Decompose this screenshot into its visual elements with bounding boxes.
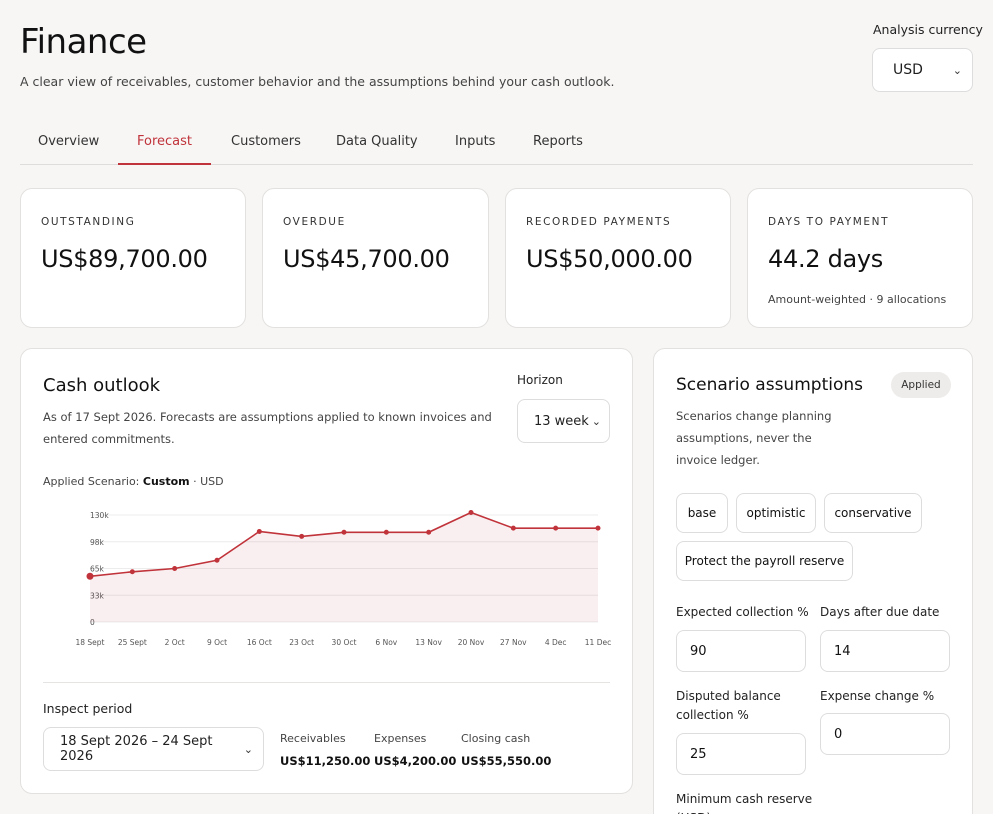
data-point	[468, 510, 474, 516]
kpi-note: Amount-weighted · 9 allocations	[768, 293, 947, 306]
kpi-value: 44.2 days	[768, 245, 884, 273]
kpi-value: US$89,700.00	[41, 245, 208, 273]
kpi-value: US$45,700.00	[283, 245, 450, 273]
expected-collection-label: Expected collection %	[676, 605, 809, 619]
days-after-due-label: Days after due date	[820, 605, 940, 619]
divider	[43, 682, 610, 683]
stat-value-expenses: US$4,200.00	[374, 754, 457, 768]
x-tick-label: 9 Oct	[207, 638, 227, 647]
x-tick-label: 20 Nov	[458, 638, 485, 647]
expense-change-input[interactable]: 0	[820, 713, 950, 755]
preset-conservative-button[interactable]: conservative	[824, 493, 922, 533]
stat-label-expenses: Expenses	[374, 732, 427, 745]
scenario-description: Scenarios change planning assumptions, n…	[676, 409, 832, 467]
disputed-collection-input[interactable]: 25	[676, 733, 806, 775]
y-tick-label: 98k	[90, 538, 105, 547]
scenario-assumptions-card: Scenario assumptions Applied Scenarios c…	[653, 348, 973, 814]
kpi-card-recorded-payments: RECORDED PAYMENTS US$50,000.00	[505, 188, 731, 328]
min-cash-reserve-label: Minimum cash reserve (USD)	[676, 792, 813, 814]
horizon-select-value: 13 week	[534, 413, 589, 429]
expected-collection-input[interactable]: 90	[676, 630, 806, 672]
kpi-value: US$50,000.00	[526, 245, 693, 273]
analysis-currency-select[interactable]: USD ⌄	[872, 48, 973, 92]
y-tick-label: 65k	[90, 565, 105, 574]
cash-outlook-description: As of 17 Sept 2026. Forecasts are assump…	[43, 410, 492, 446]
y-tick-label: 0	[90, 618, 95, 627]
stat-label-closing-cash: Closing cash	[461, 732, 531, 745]
page-subtitle: A clear view of receivables, customer be…	[20, 74, 615, 89]
x-tick-label: 11 Dec	[585, 638, 611, 647]
x-tick-label: 30 Oct	[332, 638, 357, 647]
data-point	[341, 529, 347, 535]
kpi-card-days-to-payment: DAYS TO PAYMENT 44.2 days Amount-weighte…	[747, 188, 973, 328]
data-point	[172, 566, 178, 571]
preset-optimistic-button[interactable]: optimistic	[736, 493, 816, 533]
preset-payroll-reserve-button[interactable]: Protect the payroll reserve	[676, 541, 853, 581]
data-point	[86, 572, 94, 580]
scenario-title: Scenario assumptions	[676, 375, 863, 395]
x-tick-label: 2 Oct	[165, 638, 185, 647]
tab-inputs[interactable]: Inputs	[455, 134, 496, 149]
stat-value-closing-cash: US$55,550.00	[461, 754, 552, 768]
kpi-label: RECORDED PAYMENTS	[526, 216, 672, 228]
x-tick-label: 27 Nov	[500, 638, 527, 647]
x-tick-label: 6 Nov	[375, 638, 397, 647]
y-tick-label: 33k	[90, 591, 105, 600]
tab-data-quality[interactable]: Data Quality	[336, 134, 418, 149]
inspect-period-label: Inspect period	[43, 701, 133, 716]
horizon-label: Horizon	[517, 373, 563, 387]
data-point	[214, 557, 220, 563]
tab-bar: Overview Forecast Customers Data Quality…	[20, 120, 973, 165]
page-title: Finance	[20, 22, 147, 62]
tab-forecast[interactable]: Forecast	[118, 134, 212, 165]
applied-badge: Applied	[891, 372, 951, 398]
cash-outlook-chart: 0 33k 65k 98k 130k 18 Sept 25 Sept 2 Oct 9 Oct 16…	[75, 510, 611, 647]
data-point	[383, 529, 389, 535]
data-point	[426, 529, 432, 535]
currency-select-value: USD	[893, 62, 923, 78]
applied-scenario-suffix: · USD	[193, 475, 224, 488]
x-tick-label: 25 Sept	[118, 638, 147, 647]
kpi-label: DAYS TO PAYMENT	[768, 216, 890, 228]
data-point	[595, 525, 601, 531]
stat-label-receivables: Receivables	[280, 732, 346, 745]
tab-overview[interactable]: Overview	[38, 134, 100, 149]
y-tick-label: 130k	[90, 511, 109, 520]
data-point	[129, 569, 135, 575]
disputed-collection-label: Disputed balance collection %	[676, 689, 781, 722]
series-area	[90, 512, 598, 622]
days-after-due-input[interactable]: 14	[820, 630, 950, 672]
data-point	[299, 533, 305, 539]
chevron-down-icon: ⌄	[243, 742, 253, 756]
kpi-label: OVERDUE	[283, 216, 346, 228]
applied-scenario: Applied Scenario: Custom · USD	[43, 475, 224, 488]
cash-outlook-card: Cash outlook As of 17 Sept 2026. Forecas…	[20, 348, 633, 794]
kpi-card-outstanding: OUTSTANDING US$89,700.00	[20, 188, 246, 328]
kpi-card-overdue: OVERDUE US$45,700.00	[262, 188, 489, 328]
data-point	[256, 528, 262, 534]
data-point	[553, 525, 559, 531]
x-tick-label: 16 Oct	[247, 638, 272, 647]
tab-customers[interactable]: Customers	[231, 134, 301, 149]
horizon-select[interactable]: 13 week ⌄	[517, 399, 610, 443]
chevron-down-icon: ⌄	[952, 63, 962, 77]
x-tick-label: 23 Oct	[289, 638, 314, 647]
x-tick-label: 18 Sept	[75, 638, 104, 647]
chevron-down-icon: ⌄	[591, 414, 601, 428]
x-tick-label: 4 Dec	[545, 638, 567, 647]
analysis-currency-label: Analysis currency	[873, 22, 983, 37]
kpi-label: OUTSTANDING	[41, 216, 136, 228]
period-select-value: 18 Sept 2026 – 24 Sept 2026	[60, 734, 213, 764]
inspect-period-select[interactable]: 18 Sept 2026 – 24 Sept 2026 ⌄	[43, 727, 264, 771]
applied-scenario-prefix: Applied Scenario:	[43, 475, 140, 488]
stat-value-receivables: US$11,250.00	[280, 754, 371, 768]
data-point	[510, 525, 516, 531]
expense-change-label: Expense change %	[820, 689, 935, 703]
cash-outlook-title: Cash outlook	[43, 375, 161, 396]
x-tick-label: 13 Nov	[415, 638, 442, 647]
tab-reports[interactable]: Reports	[533, 134, 583, 149]
applied-scenario-name: Custom	[142, 475, 190, 488]
preset-base-button[interactable]: base	[676, 493, 728, 533]
